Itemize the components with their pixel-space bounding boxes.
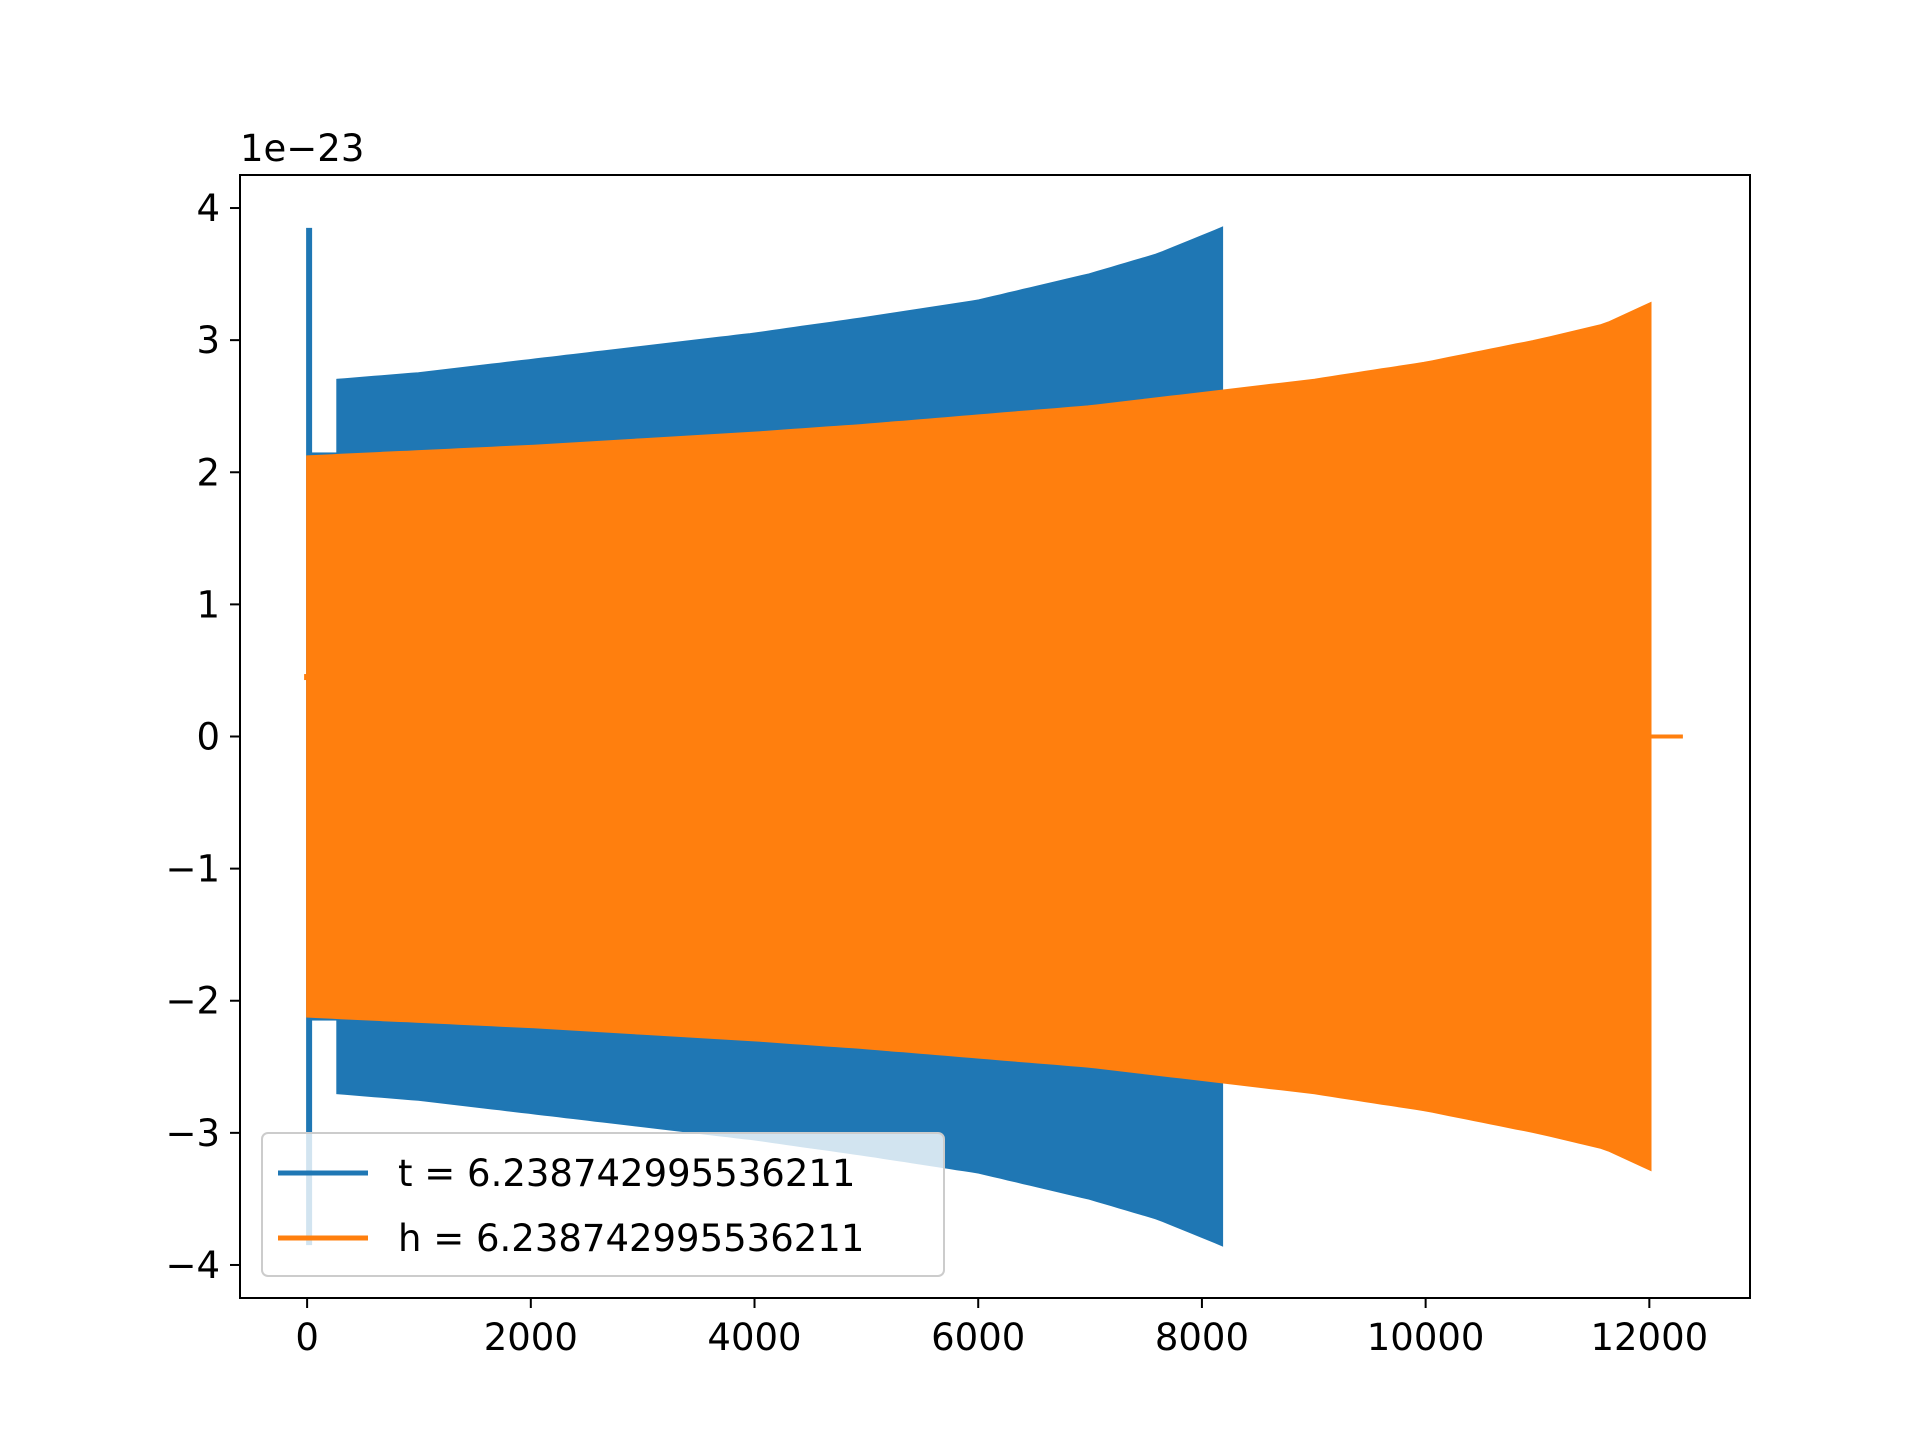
y-tick-label: 0 (196, 716, 220, 759)
y-tick-label: 3 (196, 319, 220, 362)
x-tick-label: 12000 (1590, 1316, 1708, 1359)
legend-entry: t = 6.238742995536211 (398, 1152, 855, 1195)
legend: t = 6.238742995536211 h = 6.2387429955362… (261, 1132, 945, 1277)
x-tick-label: 4000 (707, 1316, 801, 1359)
y-tick-label: −3 (165, 1112, 220, 1155)
x-tick-label: 0 (295, 1316, 319, 1359)
x-tick-label: 10000 (1367, 1316, 1485, 1359)
y-tick-label: −4 (165, 1244, 220, 1287)
x-tick-label: 6000 (931, 1316, 1025, 1359)
y-tick-label: 4 (196, 187, 220, 230)
x-tick-label: 8000 (1155, 1316, 1249, 1359)
y-tick-label: −2 (165, 980, 220, 1023)
series-h (304, 301, 1683, 1172)
y-axis: 4 3 2 1 0 −1 −2 −3 −4 (165, 187, 240, 1287)
x-axis: 0 2000 4000 6000 8000 10000 12000 (295, 1298, 1708, 1359)
legend-entry: h = 6.238742995536211 (398, 1217, 864, 1260)
y-tick-label: −1 (165, 848, 220, 891)
legend-box (261, 1132, 945, 1277)
x-tick-label: 2000 (484, 1316, 578, 1359)
y-tick-label: 2 (196, 451, 220, 494)
plot-area (304, 226, 1683, 1247)
y-offset-label: 1e−23 (240, 127, 364, 170)
series-h-band (306, 301, 1652, 1172)
y-tick-label: 1 (196, 583, 220, 626)
